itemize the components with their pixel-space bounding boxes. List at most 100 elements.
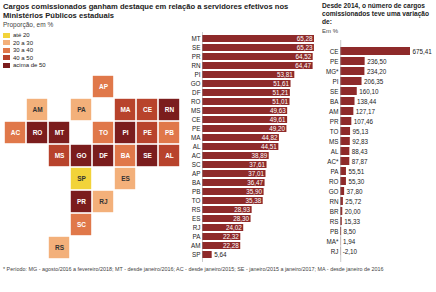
- svg-text:55,30: 55,30: [348, 178, 364, 185]
- svg-text:SP: SP: [192, 251, 200, 258]
- svg-text:PI: PI: [122, 129, 128, 136]
- svg-text:MT: MT: [55, 129, 64, 136]
- svg-text:ES: ES: [192, 215, 200, 222]
- svg-text:127,17: 127,17: [356, 108, 376, 115]
- svg-text:AM: AM: [191, 242, 200, 249]
- svg-text:RS: RS: [330, 218, 339, 225]
- svg-text:RN: RN: [191, 62, 201, 69]
- svg-text:-2,10: -2,10: [343, 248, 358, 255]
- svg-text:35,38: 35,38: [245, 197, 261, 204]
- svg-text:49,63: 49,63: [270, 107, 286, 114]
- svg-text:25,72: 25,72: [345, 198, 361, 205]
- svg-text:RO: RO: [33, 129, 43, 136]
- svg-text:DF: DF: [99, 152, 108, 159]
- svg-text:MS: MS: [191, 107, 200, 114]
- svg-text:MA: MA: [191, 134, 201, 141]
- svg-text:65,28: 65,28: [297, 35, 313, 42]
- svg-text:SC: SC: [192, 161, 201, 168]
- svg-text:64,47: 64,47: [295, 62, 311, 69]
- svg-text:AP: AP: [99, 83, 109, 90]
- svg-text:206,35: 206,35: [364, 78, 384, 85]
- svg-text:RJ: RJ: [99, 198, 108, 205]
- svg-text:AL: AL: [193, 143, 201, 150]
- svg-text:BR: BR: [330, 208, 339, 215]
- svg-text:AP: AP: [192, 170, 200, 177]
- svg-text:MS: MS: [329, 138, 338, 145]
- svg-text:55,51: 55,51: [348, 168, 364, 175]
- svg-text:AM: AM: [32, 106, 42, 113]
- svg-text:CE: CE: [143, 106, 153, 113]
- svg-text:53,81: 53,81: [277, 71, 293, 78]
- svg-text:AM: AM: [329, 108, 338, 115]
- svg-text:PA: PA: [193, 233, 202, 240]
- svg-text:234,20: 234,20: [367, 68, 387, 75]
- svg-text:BA: BA: [330, 98, 339, 105]
- svg-text:MS: MS: [55, 152, 65, 159]
- svg-text:PB: PB: [192, 188, 200, 195]
- svg-text:37,01: 37,01: [248, 170, 264, 177]
- svg-text:24,02: 24,02: [226, 224, 242, 231]
- svg-text:AL: AL: [165, 152, 174, 159]
- svg-text:SP: SP: [77, 175, 86, 182]
- svg-text:38,89: 38,89: [251, 152, 267, 159]
- svg-text:ES: ES: [121, 175, 130, 182]
- svg-text:65,23: 65,23: [297, 44, 313, 51]
- svg-text:88,43: 88,43: [352, 148, 368, 155]
- svg-text:138,44: 138,44: [357, 98, 377, 105]
- svg-text:1,94: 1,94: [343, 238, 356, 245]
- svg-text:GO: GO: [329, 188, 339, 195]
- svg-text:RO: RO: [329, 178, 339, 185]
- svg-text:PI: PI: [195, 71, 201, 78]
- svg-text:BA: BA: [121, 152, 131, 159]
- svg-text:TO: TO: [99, 129, 108, 136]
- svg-text:CE: CE: [330, 48, 339, 55]
- svg-text:35,90: 35,90: [246, 188, 262, 195]
- svg-text:AC: AC: [192, 152, 201, 159]
- svg-text:PE: PE: [192, 125, 200, 132]
- svg-text:RN: RN: [165, 106, 175, 113]
- svg-text:AC*: AC*: [327, 158, 339, 165]
- svg-text:SC: SC: [77, 221, 86, 228]
- svg-text:PR: PR: [330, 118, 339, 125]
- svg-text:CE: CE: [192, 116, 201, 123]
- svg-text:107,46: 107,46: [354, 118, 374, 125]
- svg-text:95,13: 95,13: [353, 128, 369, 135]
- svg-text:160,10: 160,10: [359, 88, 379, 95]
- svg-text:RJ: RJ: [193, 224, 201, 231]
- svg-text:MA: MA: [120, 106, 130, 113]
- svg-text:TO: TO: [192, 197, 201, 204]
- svg-text:SE: SE: [143, 152, 152, 159]
- svg-text:8,50: 8,50: [344, 228, 357, 235]
- svg-text:GO: GO: [191, 80, 201, 87]
- svg-text:49,20: 49,20: [269, 125, 285, 132]
- svg-text:RO: RO: [191, 98, 201, 105]
- svg-text:51,01: 51,01: [272, 98, 288, 105]
- svg-text:51,61: 51,61: [273, 80, 289, 87]
- svg-text:SE: SE: [330, 88, 338, 95]
- svg-text:44,51: 44,51: [261, 143, 277, 150]
- svg-text:PR: PR: [192, 53, 201, 60]
- svg-text:28,93: 28,93: [234, 206, 250, 213]
- svg-text:15,33: 15,33: [344, 218, 360, 225]
- svg-text:PA: PA: [331, 168, 340, 175]
- svg-text:64,52: 64,52: [295, 53, 311, 60]
- svg-text:AL: AL: [331, 148, 339, 155]
- svg-text:20,00: 20,00: [345, 208, 361, 215]
- svg-text:TO: TO: [330, 128, 339, 135]
- svg-text:GO: GO: [76, 152, 86, 159]
- svg-text:PA: PA: [77, 106, 86, 113]
- svg-text:MT: MT: [191, 35, 200, 42]
- svg-text:87,87: 87,87: [352, 158, 368, 165]
- svg-text:37,61: 37,61: [249, 161, 265, 168]
- svg-text:PB: PB: [330, 228, 338, 235]
- svg-text:28,30: 28,30: [233, 215, 249, 222]
- svg-text:RN: RN: [329, 198, 339, 205]
- svg-text:22,32: 22,32: [223, 233, 239, 240]
- svg-text:BA: BA: [192, 179, 201, 186]
- svg-text:MA*: MA*: [327, 238, 339, 245]
- svg-text:RS: RS: [192, 206, 201, 213]
- svg-text:PR: PR: [77, 198, 86, 205]
- svg-text:37,80: 37,80: [347, 188, 363, 195]
- svg-text:36,47: 36,47: [247, 179, 263, 186]
- svg-text:PE: PE: [330, 58, 338, 65]
